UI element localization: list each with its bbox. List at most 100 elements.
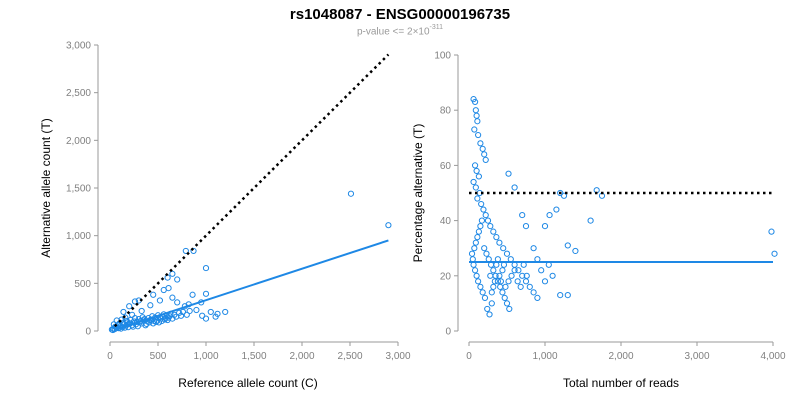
left-plot-data-point <box>207 308 214 316</box>
left-plot-data-point <box>222 308 229 316</box>
right-plot-data-point <box>470 178 477 186</box>
left-plot-fit-line <box>114 239 389 331</box>
right-plot-data-point <box>534 294 541 301</box>
right-plot-data-point <box>564 292 571 299</box>
right-plot-data-point <box>472 239 479 246</box>
right-plot-data-point <box>471 267 479 274</box>
left-plot-data-point <box>128 311 136 318</box>
right-plot-data-point <box>505 170 512 177</box>
right-plot-data-point <box>502 283 509 290</box>
right-plot-data-point <box>511 267 518 274</box>
right-plot-data-point <box>472 107 479 114</box>
right-plot-data-point <box>519 272 526 279</box>
left-plot-data-point <box>166 313 173 320</box>
right-plot-data-point <box>530 289 537 296</box>
right-plot-data-point <box>481 151 488 158</box>
right-plot-data-point <box>587 217 594 224</box>
subtitle-prefix: p-value <= 2 <box>356 26 413 38</box>
right-plot-data-point <box>471 245 478 252</box>
right-plot-data-point <box>482 211 489 219</box>
right-plot-data-point <box>474 118 481 125</box>
left-plot-data-point <box>183 311 190 318</box>
right-plot-data-point <box>471 126 478 133</box>
right-plot-data-point <box>549 272 556 279</box>
right-plot-data-point <box>484 217 492 224</box>
right-plot-data-point <box>530 245 537 252</box>
right-plot-data-point <box>472 184 479 191</box>
left-plot-data-point <box>212 313 219 320</box>
right-plot-data-point <box>493 234 500 241</box>
right-plot-data-point <box>478 200 485 208</box>
right-plot-data-point <box>546 211 553 219</box>
left-plot-data-point <box>158 317 165 325</box>
right-plot-data-point <box>572 247 579 255</box>
left-plot-x-tick-label: 1,500 <box>241 351 266 362</box>
right-plot-y-tick-label: 40 <box>440 216 452 227</box>
right-plot-data-point <box>475 278 482 285</box>
left-plot-data-point <box>169 270 176 277</box>
right-plot-data-point <box>511 184 518 191</box>
right-plot-data-point <box>506 305 513 313</box>
left-plot-data-point <box>139 314 146 321</box>
left-plot-x-axis-label: Reference allele count (C) <box>178 376 317 390</box>
right-plot-data-point <box>475 228 482 235</box>
right-plot-data-point <box>496 239 503 246</box>
right-plot-y-tick-label: 80 <box>440 106 452 117</box>
right-plot-data-point <box>471 162 479 169</box>
left-plot-data-point <box>174 276 181 283</box>
left-plot-y-tick-label: 500 <box>74 279 91 290</box>
right-plot-data-point <box>477 283 484 290</box>
chart-title: rs1048087 - ENSG00000196735 <box>289 6 511 23</box>
left-plot-data-point <box>126 303 133 310</box>
right-plot-data-point <box>501 294 508 301</box>
left-plot-data-point <box>186 307 193 315</box>
right-plot-data-point <box>471 98 479 106</box>
left-plot-data-point <box>147 302 154 309</box>
subtitle-exponent: -311 <box>429 24 444 31</box>
right-plot-x-tick-label: 1,000 <box>532 351 557 362</box>
left-plot-data-point <box>179 308 187 316</box>
subtitle-base: 10 <box>418 26 430 38</box>
left-plot-data-point <box>199 312 206 319</box>
right-plot-data-point <box>497 283 504 290</box>
right-plot-data-point <box>503 250 511 257</box>
right-plot-data-point <box>515 267 522 274</box>
right-plot-x-tick-label: 4,000 <box>760 351 785 362</box>
left-plot-y-tick-label: 1,000 <box>66 231 91 242</box>
right-plot-data-point <box>477 140 484 147</box>
right-plot-data-point <box>482 156 489 163</box>
right-plot-data-point <box>487 223 494 230</box>
right-plot-data-point <box>491 278 498 285</box>
right-plot-data-point <box>538 267 545 274</box>
left-plot-data-point <box>174 299 181 306</box>
right-plot-data-point <box>508 272 515 279</box>
right-plot-data-point <box>553 206 560 213</box>
right-plot-data-point <box>486 311 493 318</box>
right-plot-y-tick-label: 60 <box>440 161 452 172</box>
left-plot-y-tick-label: 2,500 <box>66 88 91 99</box>
left-plot-x-tick-label: 3,000 <box>385 351 410 362</box>
right-plot-data-point <box>475 131 482 139</box>
left-plot-x-tick-label: 0 <box>107 351 113 362</box>
left-plot-x-tick-label: 1,000 <box>193 351 218 362</box>
right-plot-data-point <box>478 217 486 224</box>
right-plot-data-point <box>771 250 778 257</box>
chart-subtitle: p-value <= 2×10-311 <box>0 24 800 38</box>
left-plot-x-tick-label: 2,500 <box>337 351 362 362</box>
left-plot-data-point <box>193 306 200 314</box>
left-plot-data-point <box>189 291 196 298</box>
right-plot-data-point <box>564 242 571 249</box>
left-plot-y-axis-label: Alternative allele count (T) <box>39 118 53 257</box>
right-plot-data-point <box>468 250 476 257</box>
right-plot-data-point <box>481 294 489 301</box>
right-plot-data-point <box>517 283 524 290</box>
left-plot-data-point <box>169 294 176 301</box>
right-plot-data-point <box>474 195 481 202</box>
left-plot-x-tick-label: 500 <box>150 351 167 362</box>
left-plot-data-point <box>131 298 139 305</box>
left-plot-data-point <box>165 285 172 292</box>
left-plot-reference-line <box>113 53 390 328</box>
right-plot-data-point <box>473 112 480 119</box>
left-plot-data-point <box>202 290 210 297</box>
